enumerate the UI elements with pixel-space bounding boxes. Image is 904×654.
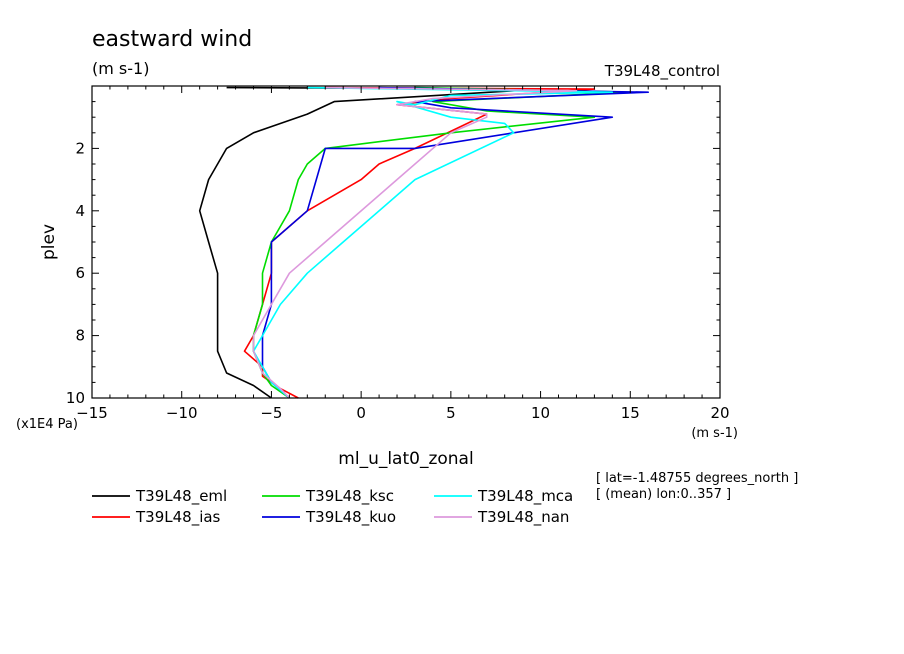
series-line-T39L48_mca <box>252 86 614 399</box>
legend-label-T39L48_kuo: T39L48_kuo <box>305 508 396 527</box>
y-units-label: (x1E4 Pa) <box>16 417 78 432</box>
legend-label-T39L48_ias: T39L48_ias <box>135 508 221 527</box>
y-tick-label: 8 <box>75 327 85 345</box>
chart-title: eastward wind <box>92 27 252 52</box>
x-axis-label: ml_u_lat0_zonal <box>338 449 473 469</box>
series-line-T39L48_nan <box>252 86 578 399</box>
y-tick-label: 2 <box>75 139 85 157</box>
x-tick-label: 10 <box>531 404 550 422</box>
series-line-T39L48_ksc <box>252 86 632 399</box>
x-units-label: (m s-1) <box>691 426 738 441</box>
chart-units-top: (m s-1) <box>92 59 149 78</box>
run-label: T39L48_control <box>604 62 720 81</box>
info-line-lat: [ lat=-1.48755 degrees_north ] <box>596 471 798 486</box>
x-tick-label: −10 <box>166 404 198 422</box>
x-tick-label: 5 <box>446 404 456 422</box>
series-line-T39L48_ias <box>243 86 596 399</box>
x-tick-label: −15 <box>76 404 108 422</box>
y-tick-label: 4 <box>75 202 85 220</box>
plot-frame <box>91 85 721 399</box>
x-tick-label: 15 <box>621 404 640 422</box>
y-axis-label: plev <box>39 224 59 260</box>
x-tick-label: 20 <box>710 404 729 422</box>
axis-ticks: −15 −10 −5 0 5 10 15 20 2 4 6 8 10 <box>66 86 730 422</box>
series-line-T39L48_kuo <box>261 86 649 399</box>
plot-lines <box>198 86 649 399</box>
info-line-lon: [ (mean) lon:0..357 ] <box>596 487 731 502</box>
x-tick-label: 0 <box>356 404 366 422</box>
y-tick-label: 10 <box>66 389 85 407</box>
legend-label-T39L48_ksc: T39L48_ksc <box>305 487 394 506</box>
legend-label-T39L48_nan: T39L48_nan <box>477 508 569 527</box>
legend: T39L48_eml T39L48_ias T39L48_ksc T39L48_kuo… <box>92 487 573 527</box>
legend-label-T39L48_mca: T39L48_mca <box>477 487 573 506</box>
x-tick-label: −5 <box>260 404 282 422</box>
series-line-T39L48_eml <box>198 86 542 399</box>
y-tick-label: 6 <box>75 264 85 282</box>
legend-label-T39L48_eml: T39L48_eml <box>135 487 227 506</box>
